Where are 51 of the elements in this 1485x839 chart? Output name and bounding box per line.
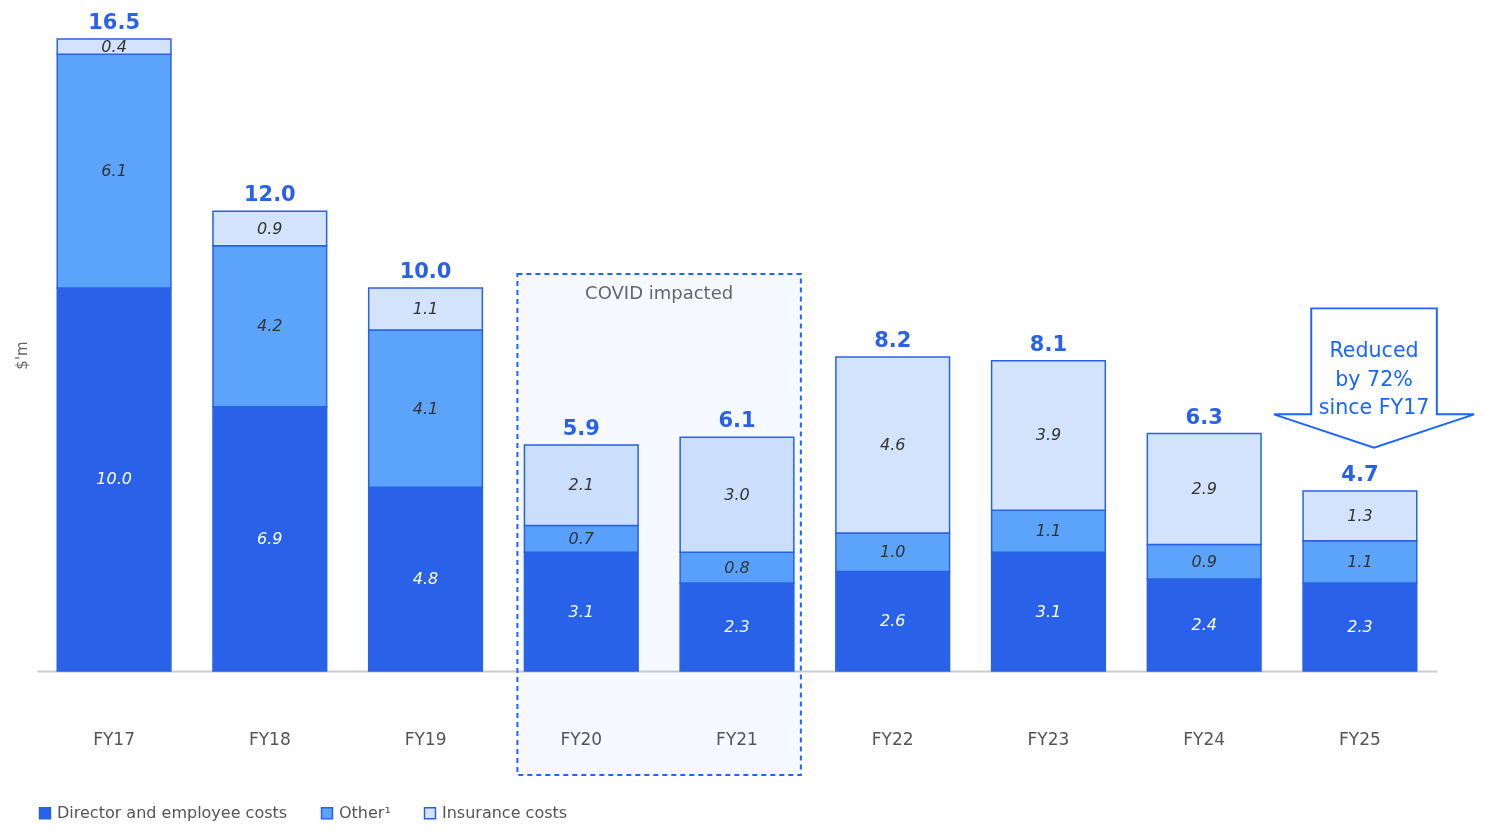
x-tick-label: FY17 [93, 728, 135, 749]
data-label: 2.1 [568, 475, 594, 495]
data-label: 2.4 [1191, 615, 1217, 635]
data-label: 0.9 [257, 218, 283, 238]
data-label: 4.8 [412, 569, 439, 589]
total-label: 8.2 [874, 327, 912, 352]
data-label: 2.3 [1347, 616, 1373, 636]
legend-label: Insurance costs [442, 803, 568, 823]
total-label: 10.0 [399, 258, 452, 283]
x-tick-label: FY25 [1339, 728, 1381, 749]
total-label: 6.1 [718, 408, 756, 433]
total-label: 16.5 [88, 10, 140, 34]
data-label: 4.1 [412, 398, 439, 418]
total-label: 8.1 [1029, 331, 1068, 356]
legend-label: Director and employee costs [57, 803, 288, 823]
y-axis-title: $'m [12, 341, 31, 370]
total-label: 5.9 [562, 416, 600, 441]
data-label: 6.9 [257, 528, 283, 548]
x-tick-label: FY19 [404, 728, 447, 749]
annotation: Reduced by 72% since FY17 [1318, 338, 1430, 420]
x-tick-label: FY23 [1027, 728, 1070, 749]
x-tick-label: FY18 [248, 728, 291, 749]
data-label: 6.1 [101, 161, 127, 181]
x-tick-label: FY20 [560, 728, 603, 749]
data-label: 3.1 [1035, 601, 1062, 621]
data-label: 1.1 [412, 299, 439, 319]
data-label: 0.4 [101, 36, 127, 56]
data-label: 0.8 [724, 557, 750, 577]
data-label: 3.1 [568, 601, 594, 621]
data-label: 10.0 [96, 469, 132, 489]
x-tick-label: FY24 [1183, 728, 1226, 749]
data-label: 4.6 [880, 435, 906, 455]
data-label: 1.1 [1347, 551, 1373, 571]
data-label: 2.6 [880, 611, 906, 631]
data-label: 3.9 [1035, 425, 1062, 445]
x-tick-label: FY21 [716, 728, 758, 749]
x-tick-label: FY22 [871, 728, 914, 749]
data-label: 0.9 [1191, 551, 1217, 571]
data-label: 2.9 [1191, 479, 1217, 499]
data-label: 1.3 [1347, 505, 1373, 525]
total-label: 6.3 [1185, 404, 1223, 429]
data-label: 0.7 [568, 528, 595, 548]
data-label: 1.1 [1035, 521, 1062, 541]
total-label: 4.7 [1341, 461, 1379, 486]
data-label: 4.2 [257, 316, 283, 336]
data-label: 3.0 [724, 484, 750, 504]
legend-label: Other¹ [339, 803, 391, 823]
data-label: 2.3 [724, 616, 750, 636]
band-label: COVID impacted [585, 282, 734, 303]
total-label: 12.0 [243, 182, 296, 207]
data-label: 1.0 [880, 542, 906, 562]
